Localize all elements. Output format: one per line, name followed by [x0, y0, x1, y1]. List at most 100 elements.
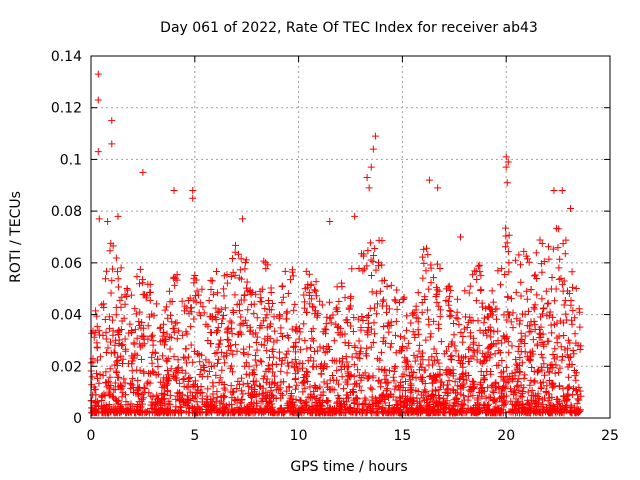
data-point: [264, 332, 272, 340]
data-point: [568, 268, 576, 276]
data-point: [540, 371, 548, 379]
data-point: [422, 388, 430, 396]
data-point: [403, 344, 411, 352]
data-point: [498, 356, 506, 364]
data-point: [412, 314, 420, 322]
data-point: [144, 322, 152, 330]
data-point: [145, 369, 153, 377]
data-point: [189, 186, 197, 194]
data-point: [357, 344, 365, 352]
data-point: [558, 356, 566, 364]
data-point: [288, 325, 296, 333]
data-point: [308, 295, 316, 303]
data-point: [197, 299, 205, 307]
data-point: [214, 359, 222, 367]
data-point: [486, 310, 494, 318]
data-point: [178, 297, 186, 305]
data-point: [568, 320, 576, 328]
data-point: [424, 251, 432, 259]
data-point: [228, 325, 236, 333]
data-point: [538, 409, 546, 417]
data-point: [526, 348, 534, 356]
data-point: [268, 378, 276, 386]
data-point: [561, 405, 569, 413]
data-point: [548, 380, 556, 388]
data-point: [228, 394, 236, 402]
data-point: [136, 343, 144, 351]
data-point: [201, 400, 209, 408]
data-point: [234, 377, 242, 385]
data-point: [91, 402, 99, 410]
data-point: [88, 373, 96, 381]
data-point: [224, 324, 232, 332]
data-point: [333, 367, 341, 375]
data-point: [91, 329, 99, 337]
data-point: [283, 387, 291, 395]
data-point: [327, 319, 335, 327]
data-point: [550, 321, 558, 329]
data-point: [556, 255, 564, 263]
data-point: [516, 353, 524, 361]
data-point: [300, 379, 308, 387]
data-point: [271, 327, 279, 335]
data-point: [238, 395, 246, 403]
data-point: [502, 153, 510, 161]
data-point: [455, 321, 463, 329]
data-point: [512, 360, 520, 368]
data-point: [490, 397, 498, 405]
data-point: [179, 375, 187, 383]
data-point: [572, 285, 580, 293]
data-point: [298, 364, 306, 372]
data-point: [240, 291, 248, 299]
data-point: [563, 390, 571, 398]
data-point: [291, 300, 299, 308]
data-point: [146, 379, 154, 387]
data-point: [246, 391, 254, 399]
data-point: [221, 304, 229, 312]
data-point: [552, 361, 560, 369]
data-point: [480, 400, 488, 408]
data-point: [538, 295, 546, 303]
data-point: [117, 264, 125, 272]
data-point: [443, 285, 450, 293]
data-point: [194, 404, 202, 412]
data-point: [128, 367, 136, 375]
data-point: [375, 409, 383, 417]
data-point: [214, 324, 222, 332]
data-point: [537, 384, 545, 392]
data-point: [553, 224, 561, 232]
data-point: [366, 304, 374, 312]
data-point: [109, 392, 117, 400]
data-point: [103, 267, 111, 275]
data-point: [239, 349, 247, 357]
data-points: [87, 70, 585, 417]
data-point: [505, 259, 513, 267]
data-point: [470, 409, 478, 417]
data-point: [551, 369, 559, 377]
data-point: [121, 379, 129, 387]
data-point: [154, 355, 162, 363]
data-point: [507, 385, 515, 393]
data-point: [212, 313, 220, 321]
data-point: [311, 309, 319, 317]
data-point: [351, 212, 359, 220]
data-point: [128, 375, 136, 383]
data-point: [262, 378, 270, 386]
data-point: [433, 286, 441, 294]
data-point: [518, 359, 526, 367]
data-point: [243, 404, 251, 412]
data-point: [146, 280, 154, 288]
data-point: [344, 368, 352, 376]
data-point: [500, 384, 508, 392]
data-point: [250, 309, 258, 317]
data-point: [507, 397, 515, 405]
data-point: [377, 383, 385, 391]
data-point: [134, 392, 142, 400]
data-point: [538, 338, 546, 346]
data-point: [525, 408, 533, 416]
data-point: [113, 397, 121, 405]
data-point: [518, 390, 526, 398]
data-point: [276, 311, 284, 319]
data-point: [481, 353, 489, 361]
data-point: [207, 276, 215, 284]
